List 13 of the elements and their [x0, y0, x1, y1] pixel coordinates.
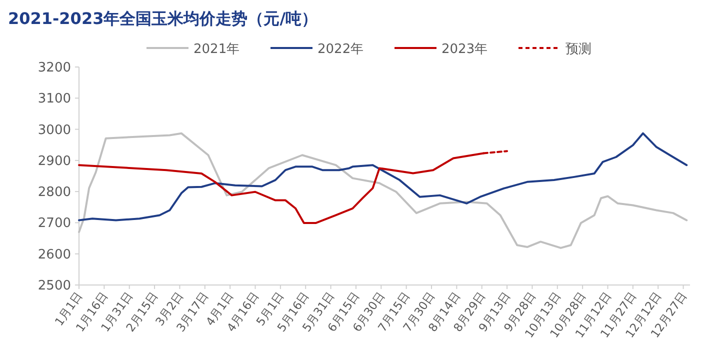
y-tick-label: 2800	[38, 185, 71, 200]
legend-label: 2023年	[442, 42, 488, 57]
y-tick-label: 2500	[38, 278, 71, 294]
y-tick-label: 2900	[38, 154, 71, 169]
legend-label: 2022年	[318, 42, 364, 57]
chart-title: 2021-2023年全国玉米均价走势（元/吨）	[8, 9, 318, 28]
y-tick-label: 3200	[38, 60, 71, 76]
legend-label: 2021年	[194, 42, 240, 57]
legend-label: 预测	[566, 42, 592, 57]
y-tick-label: 3100	[38, 92, 71, 107]
y-tick-label: 2600	[38, 247, 71, 262]
y-tick-label: 3000	[38, 122, 71, 138]
y-tick-label: 2700	[38, 216, 71, 232]
